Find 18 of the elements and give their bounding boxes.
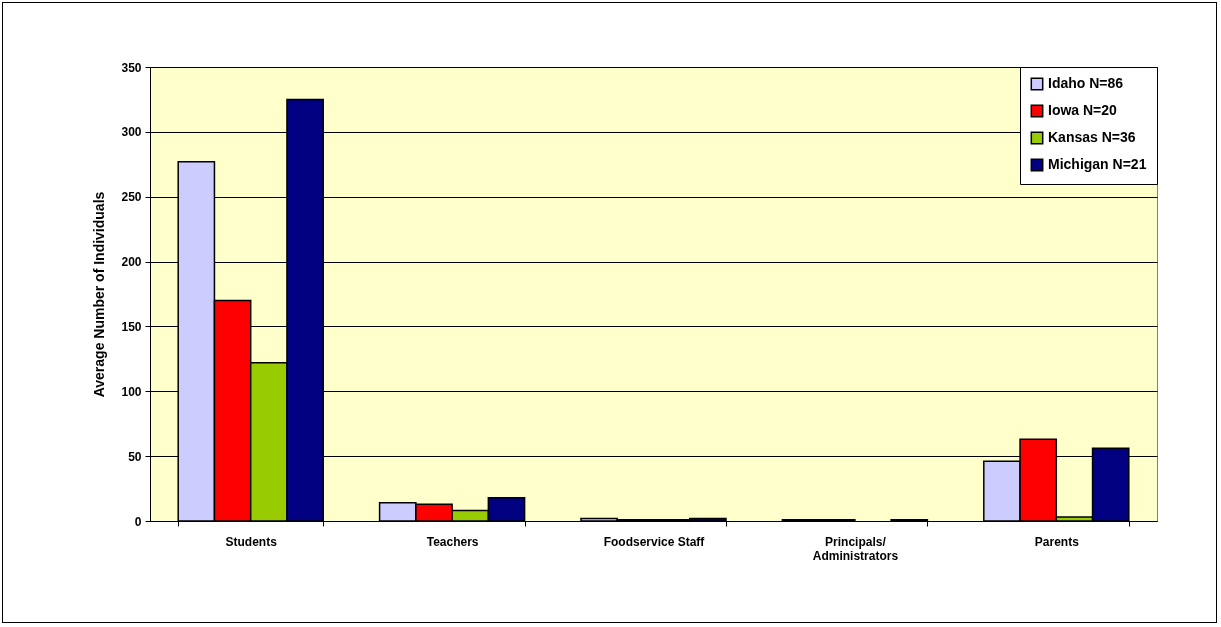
x-tick-label: Foodservice Staff (603, 534, 706, 549)
y-tick-label: 200 (121, 255, 142, 270)
y-tick-label: 100 (121, 384, 142, 399)
x-tick-label: Parents (1034, 534, 1080, 549)
x-tick-label: Students (225, 534, 278, 549)
y-tick-label: 350 (121, 60, 142, 75)
y-tick-label: 0 (134, 514, 142, 529)
x-tick-label: Principals/ Administrators (812, 534, 899, 563)
y-tick-label: 50 (128, 449, 142, 464)
legend-label: Iowa N=20 (1048, 102, 1118, 118)
y-tick-label: 250 (121, 190, 142, 205)
y-axis-title: Average Number of Individuals (91, 191, 108, 398)
legend-label: Kansas N=36 (1048, 129, 1136, 145)
x-tick-label: Teachers (426, 534, 479, 549)
y-tick-label: 300 (121, 125, 142, 140)
legend-label: Idaho N=86 (1048, 75, 1124, 91)
legend-label: Michigan N=21 (1048, 156, 1147, 172)
y-tick-label: 150 (121, 319, 142, 334)
